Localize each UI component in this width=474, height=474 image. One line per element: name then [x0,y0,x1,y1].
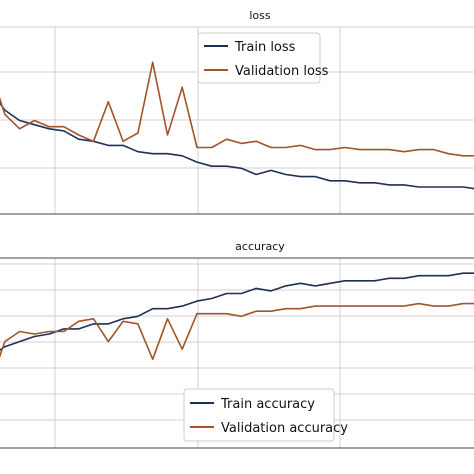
series-line-train-accuracy [0,272,474,351]
accuracy-title: accuracy [235,240,285,253]
accuracy-grid [0,258,474,448]
loss-legend-box [197,32,321,84]
loss-title: loss [249,9,271,22]
legend-label-train-accuracy: Train accuracy [220,397,315,412]
accuracy-legend-box [183,388,335,442]
legend-label-validation-accuracy: Validation accuracy [221,421,348,436]
loss-panel: loss Train loss Validation loss [0,9,474,215]
loss-lines [0,61,474,190]
series-line-train-loss [0,101,474,190]
loss-legend: Train loss Validation loss [197,32,329,84]
accuracy-legend: Train accuracy Validation accuracy [183,388,348,442]
accuracy-lines [0,272,474,361]
legend-label-train-loss: Train loss [234,40,296,55]
accuracy-panel: accuracy Train accuracy Validation accur… [0,240,474,449]
series-line-validation-accuracy [0,302,474,361]
legend-label-validation-loss: Validation loss [235,64,329,79]
series-line-validation-loss [0,61,474,157]
